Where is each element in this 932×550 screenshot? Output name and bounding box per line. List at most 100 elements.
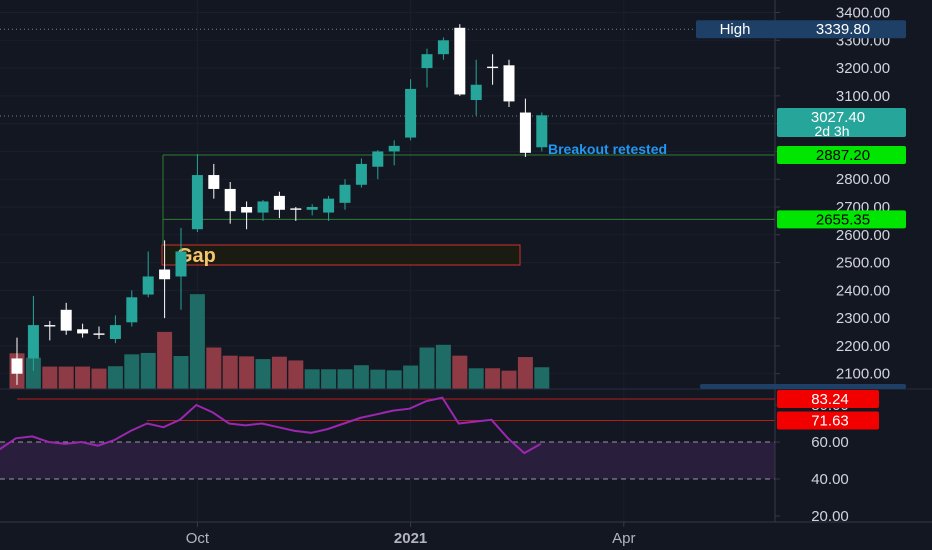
candle-body (109, 325, 121, 339)
volume-bar (124, 354, 140, 389)
volume-bar (288, 360, 304, 389)
candle-body (77, 329, 89, 334)
candle-body (323, 198, 335, 213)
volume-bar (386, 370, 402, 389)
candle-body (388, 145, 400, 152)
rsi-tick-label: 40.00 (811, 471, 849, 488)
candle-body (191, 175, 203, 230)
volume-bar (468, 368, 484, 389)
rsi-level-tag-label: 71.63 (811, 412, 849, 429)
price-tick-label: 2600.00 (836, 227, 890, 244)
candle-body (142, 276, 154, 295)
rsi-pane (0, 396, 775, 480)
volume-bar (58, 366, 74, 389)
price-tick-label: 3200.00 (836, 60, 890, 77)
candle-body (241, 207, 253, 213)
candle-body (208, 175, 220, 189)
candle-body (126, 297, 138, 323)
volume-bar (140, 352, 156, 389)
breakout-annotation: Breakout retested (548, 141, 667, 157)
price-tick-label: 2800.00 (836, 171, 890, 188)
gap-annotation: Gap (177, 245, 216, 267)
volume-bar (173, 356, 189, 389)
volume-bar (304, 369, 320, 389)
candle-body (27, 325, 39, 359)
time-axis[interactable]: Oct 2021 Apr (186, 522, 636, 547)
volume-layer (9, 294, 550, 389)
rsi-level-tag-bg (777, 411, 879, 430)
candle-body (405, 88, 417, 138)
candle-body (454, 27, 466, 95)
candle-body (257, 201, 269, 213)
volume-bar (239, 356, 255, 389)
high-tag-value: 3339.80 (816, 21, 870, 38)
candle-body (339, 184, 351, 203)
volume-bar (452, 355, 468, 389)
candle-body (487, 66, 499, 69)
candle-body (519, 112, 531, 153)
volume-bar (419, 347, 435, 389)
candle-body (470, 84, 482, 101)
candle-body (11, 358, 23, 374)
rsi-level-tag-label: 83.24 (811, 391, 849, 408)
time-tick-label: 2021 (394, 530, 427, 547)
volume-bar (353, 365, 369, 389)
level-tag-bg (777, 210, 906, 229)
candle-body (503, 65, 515, 102)
price-tick-label: 3100.00 (836, 88, 890, 105)
candle-body (536, 115, 548, 148)
volume-bar (403, 365, 419, 389)
candle-body (44, 325, 56, 327)
gap-zone-box (161, 244, 521, 266)
volume-bar (501, 370, 517, 389)
current-price-tag-bg (777, 108, 906, 138)
current-price-value: 3027.40 (811, 109, 865, 126)
volume-bar (107, 366, 123, 389)
candle-body (93, 333, 105, 335)
time-tick-label: Oct (186, 530, 210, 547)
volume-bar (534, 367, 550, 389)
candle-body (421, 54, 433, 69)
candle-body (273, 195, 285, 210)
high-tag-label: High (720, 21, 751, 38)
volume-bar (91, 368, 107, 389)
volume-bar (271, 356, 287, 389)
rsi-tick-label: 20.00 (811, 508, 849, 525)
rsi-line (0, 396, 542, 455)
candle-layer (11, 24, 548, 385)
volume-bar (42, 366, 58, 389)
volume-bar (222, 355, 238, 389)
candle-body (290, 208, 302, 210)
volume-value-label (700, 384, 906, 389)
level-tag-label: 2887.20 (816, 147, 870, 164)
candle-body (175, 251, 187, 277)
candle-body (60, 309, 72, 331)
volume-bar (157, 331, 173, 389)
level-tag-label: 2655.35 (816, 211, 870, 228)
volume-bar (75, 366, 91, 389)
rsi-level-tag-bg (777, 390, 879, 409)
volume-bar (321, 369, 337, 389)
volume-bar (25, 357, 41, 389)
level-tag-bg (777, 145, 906, 164)
price-tick-label: 2400.00 (836, 282, 890, 299)
volume-bar (517, 357, 533, 389)
price-tick-label: 2200.00 (836, 338, 890, 355)
candle-body (437, 40, 449, 55)
gap-layer: Gap (161, 244, 521, 267)
candle-body (355, 163, 367, 185)
price-tick-label: 3400.00 (836, 5, 890, 22)
rsi-tick-label: 60.00 (811, 434, 849, 451)
candle-body (306, 207, 318, 210)
candle-body (224, 188, 236, 212)
level-layer (0, 28, 775, 245)
candle-body (372, 151, 384, 167)
volume-bar (337, 369, 353, 389)
volume-bar (189, 294, 205, 389)
price-tick-label: 2100.00 (836, 366, 890, 383)
annotation-layer: Breakout retested (548, 141, 667, 157)
volume-bar (485, 368, 501, 389)
time-tick-label: Apr (612, 530, 635, 547)
